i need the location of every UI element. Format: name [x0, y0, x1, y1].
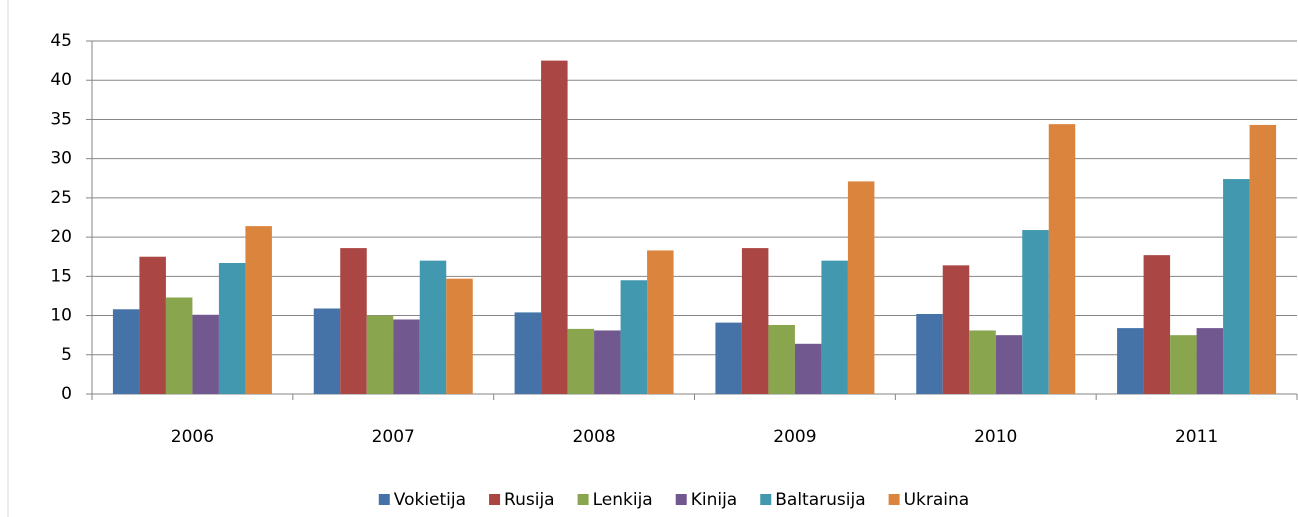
bar	[594, 330, 621, 394]
y-tick-label: 35	[50, 109, 72, 129]
legend-item: Lenkija	[577, 490, 653, 510]
y-tick-label: 15	[50, 266, 72, 286]
legend-label: Baltarusija	[775, 490, 865, 510]
legend-item: Baltarusija	[760, 490, 866, 510]
bar	[1117, 328, 1144, 394]
legend-item: Ukraina	[888, 490, 970, 510]
legend-label: Rusija	[504, 490, 555, 510]
legend-swatch	[577, 494, 589, 505]
bar	[313, 308, 341, 394]
x-tick-label: 2008	[572, 427, 615, 447]
bar	[245, 226, 272, 394]
bar	[821, 260, 848, 394]
bar	[567, 328, 595, 394]
bar	[340, 248, 367, 394]
bar	[165, 297, 193, 394]
x-tick-label: 2011	[1175, 427, 1218, 447]
y-tick-label: 40	[50, 70, 72, 90]
bar	[715, 322, 742, 394]
bar	[942, 265, 970, 394]
bar	[446, 278, 473, 394]
x-tick-label: 2009	[773, 427, 816, 447]
y-tick-label: 45	[50, 31, 72, 51]
bar	[1223, 179, 1250, 394]
bar	[218, 262, 246, 394]
legend-swatch	[760, 494, 772, 505]
legend-label: Lenkija	[593, 490, 653, 510]
bar	[393, 319, 420, 394]
x-tick-label: 2006	[171, 427, 214, 447]
legend-label: Kinija	[691, 490, 738, 510]
bar	[366, 315, 394, 394]
legend-swatch	[378, 494, 390, 505]
bar	[541, 60, 568, 394]
legend-swatch	[888, 494, 900, 505]
y-tick-label: 20	[50, 227, 72, 247]
bar	[419, 260, 447, 394]
bar	[1170, 335, 1197, 394]
legend-swatch	[489, 494, 501, 505]
y-tick-label: 30	[50, 149, 72, 169]
bar	[969, 330, 996, 394]
bar	[139, 256, 166, 394]
bar	[192, 314, 219, 394]
y-tick-label: 5	[61, 345, 72, 365]
bar	[916, 313, 943, 394]
legend-label: Ukraina	[904, 490, 970, 510]
y-tick-label: 10	[50, 306, 72, 326]
bar	[514, 312, 542, 394]
bar	[768, 324, 795, 394]
x-tick-label: 2010	[974, 427, 1017, 447]
bar	[1143, 255, 1171, 394]
bar	[112, 309, 140, 394]
legend-label: Vokietija	[394, 490, 466, 510]
y-tick-label: 0	[61, 384, 72, 404]
legend-item: Kinija	[675, 490, 738, 510]
legend-item: Rusija	[489, 490, 555, 510]
bar	[1196, 328, 1224, 394]
bar	[1022, 230, 1049, 394]
legend-item: Vokietija	[378, 490, 466, 510]
legend-swatch	[675, 494, 687, 505]
x-tick-label: 2007	[372, 427, 415, 447]
bar	[847, 181, 875, 394]
bar	[995, 335, 1023, 394]
bar	[647, 250, 674, 394]
bar	[1048, 124, 1076, 394]
bar	[741, 248, 769, 394]
y-tick-label: 25	[50, 188, 72, 208]
bar	[1249, 124, 1277, 395]
bar	[620, 280, 648, 394]
bar	[794, 343, 822, 394]
